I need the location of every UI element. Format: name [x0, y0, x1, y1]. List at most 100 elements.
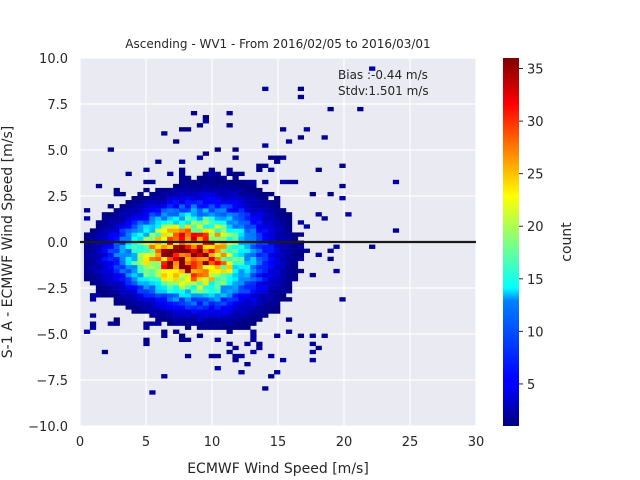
heatmap-cell — [155, 220, 162, 225]
heatmap-cell — [244, 301, 251, 306]
heatmap-cell — [232, 264, 239, 270]
heatmap-cell — [173, 297, 180, 302]
heatmap-cell — [119, 208, 126, 213]
heatmap-cell — [262, 272, 269, 278]
heatmap-cell — [184, 276, 192, 282]
heatmap-cell — [202, 191, 209, 197]
heatmap-cell — [244, 321, 251, 326]
heatmap-cell — [89, 264, 97, 270]
heatmap-cell — [179, 208, 186, 213]
heatmap-cell — [190, 208, 198, 213]
heatmap-cell — [220, 321, 227, 326]
heatmap-cell — [184, 285, 192, 290]
heatmap-cell — [143, 248, 150, 253]
heatmap-cell — [208, 252, 215, 258]
colorbar-ticks: 5 10 15 20 25 30 35 — [519, 63, 544, 393]
heatmap-cell — [95, 248, 103, 253]
heatmap-cell — [131, 252, 138, 258]
heatmap-cell — [184, 256, 192, 262]
heatmap-cell — [167, 171, 174, 177]
heatmap-cell — [392, 228, 400, 233]
heatmap-cell — [95, 272, 103, 278]
heatmap-cell — [238, 321, 245, 326]
heatmap-cell — [196, 264, 204, 270]
heatmap-cell — [89, 268, 97, 274]
heatmap-cell — [256, 272, 263, 278]
heatmap-cell — [285, 232, 293, 237]
heatmap-cell — [274, 220, 281, 225]
heatmap-cell — [262, 179, 269, 185]
heatmap-cell — [262, 208, 269, 213]
heatmap-cell — [101, 248, 109, 253]
heatmap-cell — [226, 191, 233, 197]
heatmap-cell — [220, 260, 227, 266]
heatmap-cell — [250, 220, 257, 225]
heatmap-cell — [113, 220, 120, 225]
heatmap-cell — [143, 224, 150, 229]
heatmap-cell — [155, 228, 162, 233]
heatmap-cell — [244, 325, 251, 330]
heatmap-cell — [155, 224, 162, 229]
heatmap-cell — [220, 236, 227, 241]
heatmap-cell — [131, 301, 138, 306]
heatmap-cell — [107, 293, 114, 298]
heatmap-cell — [179, 248, 186, 253]
heatmap-cell — [232, 187, 239, 193]
heatmap-cell — [220, 191, 227, 197]
heatmap-cell — [392, 179, 400, 185]
heatmap-cell — [155, 248, 162, 253]
heatmap-cell — [250, 276, 257, 282]
heatmap-cell — [244, 309, 251, 314]
heatmap-cell — [113, 236, 120, 241]
heatmap-cell — [250, 224, 257, 229]
heatmap-cell — [179, 276, 186, 282]
colorbar-tick-label: 10 — [527, 325, 544, 340]
heatmap-cell — [226, 110, 233, 116]
heatmap-cell — [202, 281, 209, 286]
heatmap-cell — [226, 341, 233, 347]
heatmap-cell — [285, 256, 293, 262]
heatmap-cell — [184, 305, 192, 310]
heatmap-cell — [274, 256, 281, 262]
heatmap-cell — [274, 297, 281, 302]
heatmap-cell — [244, 341, 251, 347]
heatmap-cell — [226, 224, 233, 229]
heatmap-cell — [202, 200, 209, 205]
x-tick-label: 25 — [402, 435, 419, 450]
heatmap-cell — [89, 297, 97, 302]
heatmap-cell — [167, 200, 174, 205]
heatmap-cell — [89, 313, 97, 318]
heatmap-cell — [173, 191, 180, 197]
heatmap-cell — [190, 293, 198, 298]
heatmap-cell — [155, 252, 162, 258]
heatmap-cell — [291, 268, 299, 274]
heatmap-cell — [214, 204, 221, 209]
heatmap-cell — [202, 119, 209, 124]
heatmap-cell — [190, 248, 198, 253]
y-tick-label: 2.5 — [47, 190, 68, 205]
heatmap-cell — [101, 272, 109, 278]
heatmap-cell — [226, 285, 233, 290]
heatmap-cell — [125, 264, 132, 270]
heatmap-cell — [279, 252, 287, 258]
heatmap-cell — [83, 252, 91, 258]
heatmap-cell — [179, 297, 186, 302]
heatmap-cell — [143, 252, 150, 258]
heatmap-cell — [250, 268, 257, 274]
heatmap-cell — [161, 301, 168, 306]
heatmap-cell — [274, 159, 281, 164]
heatmap-cell — [214, 256, 221, 262]
heatmap-cell — [143, 220, 150, 225]
heatmap-cell — [268, 200, 275, 205]
heatmap-cell — [208, 167, 215, 173]
heatmap-cell — [321, 135, 328, 140]
heatmap-cell — [285, 329, 293, 334]
heatmap-cell — [339, 183, 346, 189]
heatmap-cell — [131, 204, 138, 209]
heatmap-cell — [256, 289, 263, 294]
heatmap-cell — [89, 260, 97, 266]
heatmap-cell — [274, 252, 281, 258]
heatmap-cell — [238, 228, 245, 233]
heatmap-cell — [143, 321, 150, 326]
heatmap-cell — [173, 276, 180, 282]
